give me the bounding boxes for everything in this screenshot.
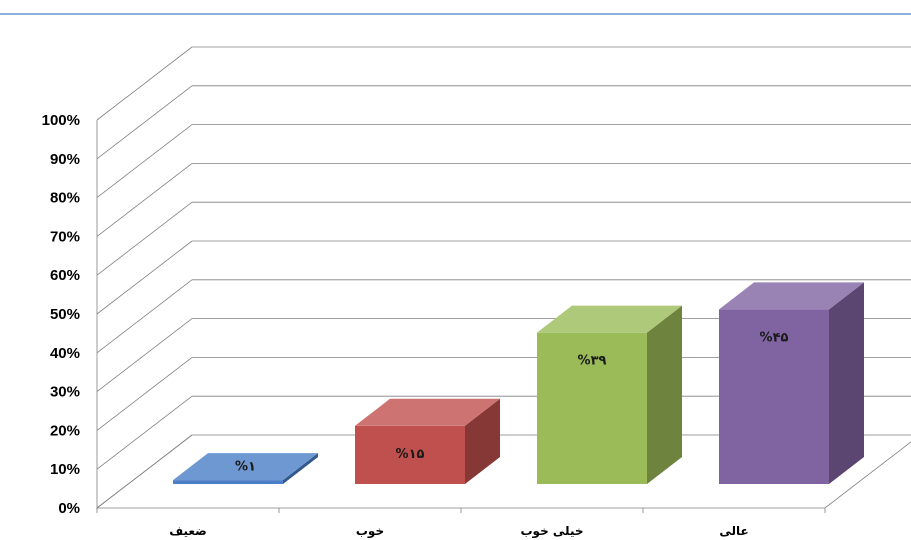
- y-tick-label: 60%: [50, 267, 80, 284]
- y-tick-label: 80%: [50, 190, 80, 207]
- side-gridline: [97, 357, 192, 430]
- bar-1: %۱: [173, 453, 318, 484]
- bars: %۱ %۱۵ %۳۹ %۴۵: [173, 282, 864, 484]
- y-tick-label: 40%: [50, 345, 80, 362]
- y-tick-label: 50%: [50, 306, 80, 323]
- bar-3: %۳۹: [537, 306, 682, 484]
- side-gridline: [97, 202, 192, 275]
- data-label: %۱: [235, 460, 256, 475]
- data-label: %۳۹: [578, 354, 607, 369]
- y-tick-label: 100%: [42, 112, 80, 129]
- bar-side: [647, 306, 682, 484]
- y-tick-label: 10%: [50, 461, 80, 478]
- bar-2: %۱۵: [355, 399, 500, 484]
- bar-side: [829, 282, 864, 484]
- x-tick-label: ضعیف: [169, 524, 207, 538]
- side-gridline: [97, 396, 192, 469]
- y-tick-label: 30%: [50, 384, 80, 401]
- x-tick-label: عالی: [719, 524, 748, 538]
- side-gridline: [97, 47, 192, 120]
- y-tick-label: 20%: [50, 422, 80, 439]
- data-label: %۴۵: [760, 330, 789, 345]
- y-tick-label: 90%: [50, 151, 80, 168]
- y-axis-ticks: 0% 10% 20% 30% 40% 50% 60% 70% 80% 90% 100%: [42, 112, 80, 517]
- y-tick-label: 70%: [50, 228, 80, 245]
- side-gridline: [97, 241, 192, 314]
- x-tick-label: خوب: [356, 524, 384, 539]
- side-gridline: [97, 125, 192, 198]
- y-tick-label: 0%: [58, 500, 80, 517]
- x-axis-ticks: ضعیف خوب خیلی خوب عالی: [169, 524, 748, 539]
- side-gridline: [97, 319, 192, 392]
- bar-4: %۴۵: [719, 282, 864, 484]
- side-gridline: [97, 86, 192, 159]
- side-gridline: [97, 280, 192, 353]
- x-tick-label: خیلی خوب: [521, 524, 584, 539]
- data-label: %۱۵: [396, 447, 425, 462]
- bar-front: [173, 480, 283, 484]
- side-gridline: [97, 163, 192, 236]
